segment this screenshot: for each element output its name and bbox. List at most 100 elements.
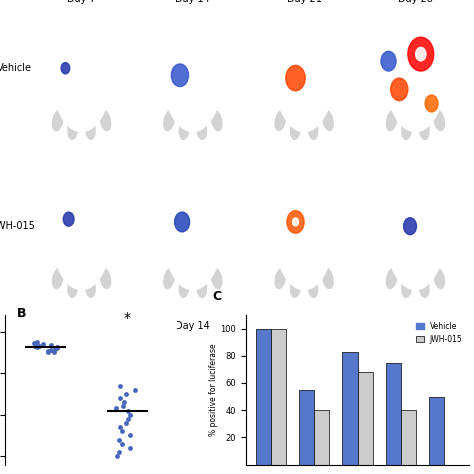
Point xyxy=(116,382,124,390)
Ellipse shape xyxy=(402,6,429,37)
Point xyxy=(47,341,55,349)
Point xyxy=(47,346,55,354)
Ellipse shape xyxy=(386,110,397,130)
Ellipse shape xyxy=(164,110,174,130)
Circle shape xyxy=(171,64,189,87)
Ellipse shape xyxy=(322,268,333,289)
Ellipse shape xyxy=(100,110,110,130)
Ellipse shape xyxy=(100,268,110,289)
Point xyxy=(53,345,61,352)
Ellipse shape xyxy=(52,177,111,290)
Ellipse shape xyxy=(68,6,95,37)
Ellipse shape xyxy=(322,110,333,130)
Point xyxy=(124,415,132,423)
Text: Day 21: Day 21 xyxy=(287,321,321,331)
Ellipse shape xyxy=(419,276,429,297)
Ellipse shape xyxy=(386,268,397,289)
Point xyxy=(51,345,58,353)
Ellipse shape xyxy=(274,177,334,290)
Ellipse shape xyxy=(386,177,445,290)
Text: B: B xyxy=(17,307,27,319)
Circle shape xyxy=(286,65,305,91)
Point xyxy=(122,419,129,427)
Point xyxy=(30,339,38,347)
Point xyxy=(119,402,127,410)
Ellipse shape xyxy=(179,164,206,195)
Ellipse shape xyxy=(291,118,301,139)
Ellipse shape xyxy=(419,118,429,139)
Ellipse shape xyxy=(434,268,445,289)
Ellipse shape xyxy=(68,164,95,195)
Ellipse shape xyxy=(179,6,206,37)
Point xyxy=(113,452,120,460)
Circle shape xyxy=(408,37,434,71)
Ellipse shape xyxy=(164,268,174,289)
Text: *: * xyxy=(124,311,131,325)
Text: Vehicle: Vehicle xyxy=(0,63,32,73)
Bar xyxy=(299,390,314,465)
Circle shape xyxy=(425,95,438,112)
Point xyxy=(54,344,61,351)
Ellipse shape xyxy=(275,268,286,289)
Ellipse shape xyxy=(53,110,63,130)
Ellipse shape xyxy=(163,177,222,290)
Point xyxy=(123,390,130,398)
Point xyxy=(34,343,41,350)
Point xyxy=(39,340,46,348)
Ellipse shape xyxy=(291,164,318,195)
Circle shape xyxy=(403,218,417,235)
Bar xyxy=(386,363,401,465)
Point xyxy=(124,407,132,414)
Bar xyxy=(342,352,357,465)
Ellipse shape xyxy=(163,19,222,132)
Point xyxy=(127,432,134,439)
Ellipse shape xyxy=(85,118,95,139)
Circle shape xyxy=(292,218,299,226)
Circle shape xyxy=(61,63,70,74)
Point xyxy=(35,342,42,349)
Ellipse shape xyxy=(179,118,189,139)
Point xyxy=(113,404,120,412)
Title: Day 7: Day 7 xyxy=(67,0,96,4)
Point xyxy=(44,348,52,356)
Text: JWH-015: JWH-015 xyxy=(0,221,36,231)
Ellipse shape xyxy=(179,276,189,297)
Ellipse shape xyxy=(275,110,286,130)
Text: C: C xyxy=(212,290,221,303)
Ellipse shape xyxy=(402,276,412,297)
Ellipse shape xyxy=(68,118,78,139)
Point xyxy=(116,423,124,431)
Ellipse shape xyxy=(434,110,445,130)
Ellipse shape xyxy=(402,118,412,139)
Point xyxy=(127,444,134,452)
Bar xyxy=(357,372,373,465)
Point xyxy=(34,338,41,346)
Text: Day 28: Day 28 xyxy=(398,321,433,331)
Text: Day 7: Day 7 xyxy=(67,321,96,331)
Circle shape xyxy=(416,47,426,61)
Text: Day 14: Day 14 xyxy=(175,321,210,331)
Circle shape xyxy=(287,210,304,233)
Ellipse shape xyxy=(85,276,95,297)
Ellipse shape xyxy=(197,118,207,139)
Ellipse shape xyxy=(386,19,445,132)
Ellipse shape xyxy=(308,276,318,297)
Point xyxy=(50,348,58,356)
Ellipse shape xyxy=(308,118,318,139)
Point xyxy=(116,448,123,456)
Ellipse shape xyxy=(291,276,301,297)
Ellipse shape xyxy=(197,276,207,297)
Bar xyxy=(271,328,286,465)
Bar xyxy=(256,328,271,465)
Legend: Vehicle, JWH-015: Vehicle, JWH-015 xyxy=(413,319,465,347)
Point xyxy=(126,411,134,419)
Circle shape xyxy=(63,212,74,226)
Bar xyxy=(429,397,444,465)
Bar xyxy=(401,410,416,465)
Point xyxy=(45,347,52,355)
Ellipse shape xyxy=(52,19,111,132)
Point xyxy=(131,386,138,393)
Point xyxy=(118,440,126,447)
Ellipse shape xyxy=(211,268,222,289)
Point xyxy=(31,342,38,349)
